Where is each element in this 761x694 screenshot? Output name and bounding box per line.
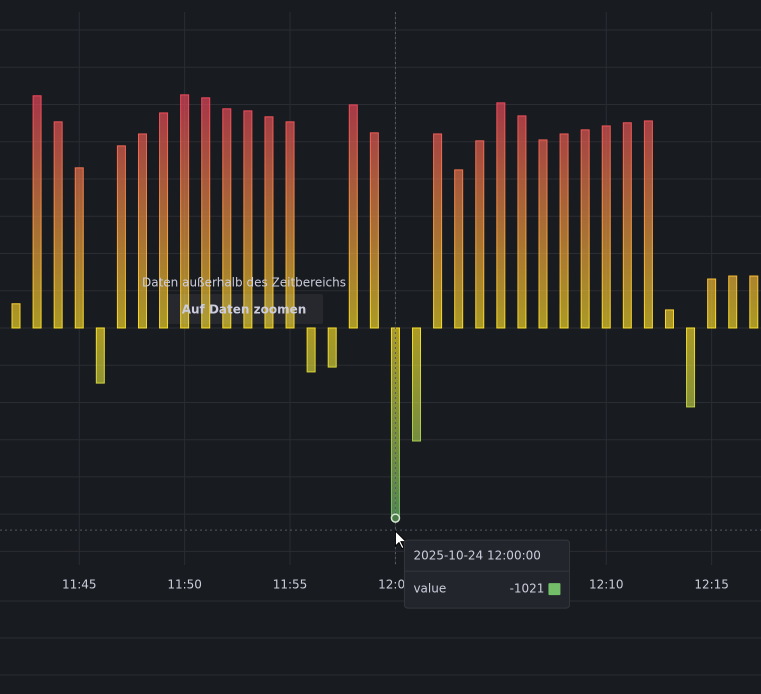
bar xyxy=(74,167,84,329)
x-tick-label: 12:15 xyxy=(694,578,729,592)
bar xyxy=(707,278,717,329)
bar xyxy=(348,104,358,329)
tooltip-box xyxy=(403,539,570,609)
bar xyxy=(475,140,485,329)
x-tick-label: 11:50 xyxy=(167,578,202,592)
bar xyxy=(538,139,548,329)
bar xyxy=(728,275,738,329)
annotation: Daten außerhalb des Zeitbereichs xyxy=(142,276,346,290)
bar xyxy=(243,110,253,329)
tooltip-swatch xyxy=(548,583,561,596)
bar xyxy=(159,112,169,329)
bar xyxy=(180,94,190,329)
bar xyxy=(116,145,126,329)
x-tick-label: 11:55 xyxy=(273,578,308,592)
bar xyxy=(264,116,274,329)
tooltip-series: value xyxy=(413,582,446,596)
bar xyxy=(454,169,464,329)
bar xyxy=(559,133,569,329)
bar xyxy=(369,132,379,329)
lower-grid xyxy=(0,600,761,676)
bar xyxy=(32,95,42,329)
bar xyxy=(622,122,632,329)
tooltip-value: -1021 xyxy=(510,582,545,596)
bar xyxy=(749,275,759,329)
zoom-button-bg[interactable] xyxy=(166,294,323,324)
bar xyxy=(686,327,696,408)
bar xyxy=(222,108,232,329)
bar xyxy=(643,120,653,329)
bar xyxy=(601,125,611,329)
bar xyxy=(11,303,21,329)
bar xyxy=(433,133,443,329)
bar xyxy=(53,121,63,329)
bar xyxy=(327,327,337,368)
zoom-button[interactable]: Auf Daten zoomen xyxy=(182,303,307,317)
bar xyxy=(496,102,506,329)
x-tick-label: 11:45 xyxy=(62,578,97,592)
bar xyxy=(412,327,422,442)
bar xyxy=(517,115,527,329)
bar xyxy=(201,97,211,329)
x-tick-label: 12:10 xyxy=(589,578,624,592)
bar xyxy=(664,309,674,329)
bar xyxy=(580,129,590,329)
bar xyxy=(95,327,105,384)
bar xyxy=(137,133,147,329)
bar xyxy=(306,327,316,373)
tooltip-time: 2025-10-24 12:00:00 xyxy=(413,549,540,563)
hover-point xyxy=(390,513,401,523)
bar xyxy=(285,121,295,329)
